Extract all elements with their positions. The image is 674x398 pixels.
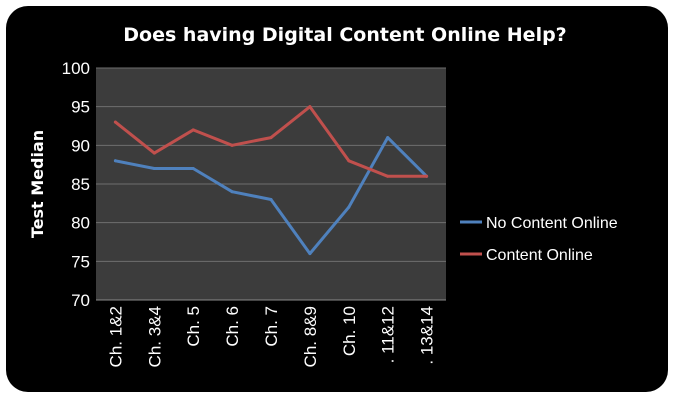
x-tick-label: Ch. 5 <box>184 306 203 347</box>
chart-frame: Does having Digital Content Online Help?… <box>6 6 668 392</box>
legend: No Content Online Content Online <box>460 215 618 264</box>
x-tick-label: Ch. 7 <box>262 306 281 347</box>
data-point <box>113 159 117 163</box>
y-tick-label: 80 <box>71 214 90 233</box>
data-point <box>308 105 312 109</box>
data-point <box>191 167 195 171</box>
data-point <box>386 136 390 140</box>
data-point <box>425 174 429 178</box>
y-tick-label: 100 <box>62 59 90 78</box>
x-tick-label: Ch. 10 <box>340 306 359 356</box>
x-tick-label: . 11&12 <box>379 306 398 363</box>
x-tick-label: Ch. 1&2 <box>106 306 125 367</box>
data-point <box>230 143 234 147</box>
data-point <box>347 159 351 163</box>
data-point <box>113 120 117 124</box>
x-tick-label: Ch. 3&4 <box>145 306 164 367</box>
data-point <box>386 174 390 178</box>
data-point <box>152 151 156 155</box>
y-axis-label: Test Median <box>28 130 47 238</box>
data-point <box>191 128 195 132</box>
y-tick-label: 95 <box>71 98 90 117</box>
x-tick-label: Ch. 8&9 <box>301 306 320 367</box>
data-point <box>347 205 351 209</box>
data-point <box>269 136 273 140</box>
legend-label: No Content Online <box>486 215 618 232</box>
line-chart: Does having Digital Content Online Help?… <box>28 24 618 367</box>
plot-area: 70 75 80 85 90 95 100 Ch. 1&2 Ch. 3&4 Ch. 5 Ch. 6 C… <box>62 59 446 367</box>
y-tick-label: 75 <box>71 252 90 271</box>
x-tick-label: Ch. 6 <box>223 306 242 347</box>
chart-title: Does having Digital Content Online Help? <box>123 24 566 46</box>
legend-label: Content Online <box>486 247 593 264</box>
y-tick-label: 90 <box>71 136 90 155</box>
y-tick-label: 85 <box>71 175 90 194</box>
x-tick-label: . 13&14 <box>418 306 437 365</box>
data-point <box>152 167 156 171</box>
data-point <box>308 252 312 256</box>
data-point <box>269 197 273 201</box>
data-point <box>230 190 234 194</box>
y-tick-label: 70 <box>71 291 90 310</box>
